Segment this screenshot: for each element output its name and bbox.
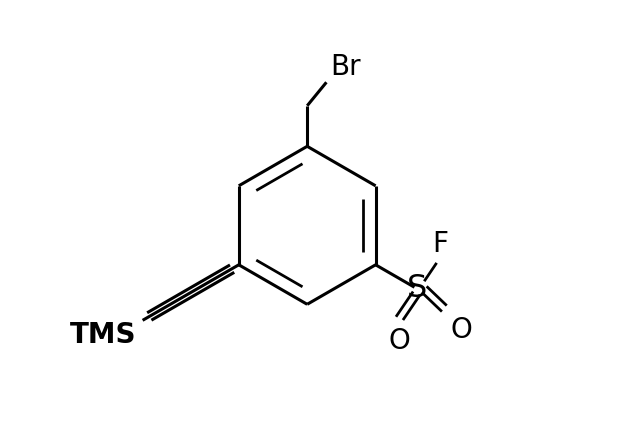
Text: S: S	[406, 272, 427, 303]
Text: Br: Br	[331, 53, 362, 81]
Text: TMS: TMS	[70, 320, 137, 348]
Text: O: O	[451, 315, 472, 343]
Text: O: O	[388, 326, 410, 354]
Text: F: F	[432, 230, 448, 258]
